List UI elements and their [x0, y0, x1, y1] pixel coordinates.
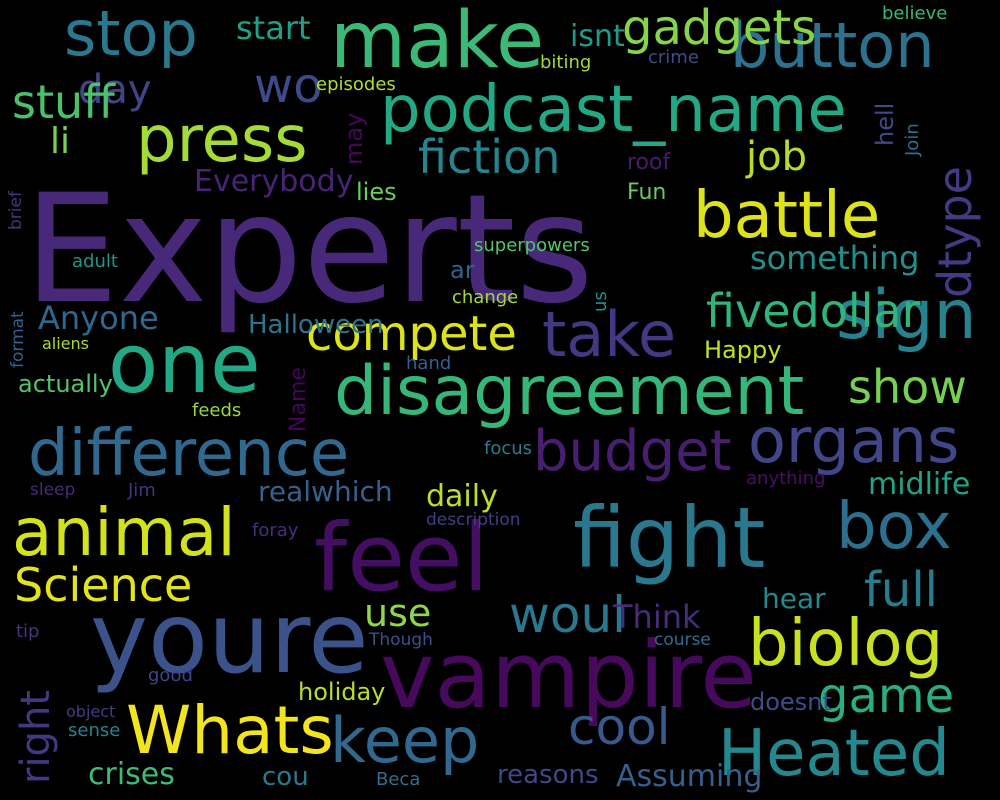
- word-one: one: [108, 317, 261, 412]
- word-start: holiday: [298, 678, 386, 706]
- word-sleep: foray: [252, 520, 299, 541]
- word-feeds: adult: [72, 251, 118, 272]
- word-aliens: believe: [882, 3, 948, 24]
- word-beca: Fun: [627, 180, 667, 205]
- word-show: fivedollar: [706, 284, 921, 338]
- word-make: make: [330, 0, 545, 86]
- word-anything: roof: [627, 150, 671, 175]
- word-adult: actually: [18, 370, 113, 398]
- word-actually: Happy: [704, 336, 782, 364]
- word-use: li: [50, 121, 71, 162]
- word-daily: right: [13, 690, 59, 784]
- word-cou: Halloween: [248, 310, 384, 340]
- word-full: game: [818, 668, 955, 724]
- word-keep: keep: [330, 704, 480, 777]
- word-lies: start: [236, 9, 311, 47]
- word-format: brief: [6, 191, 26, 230]
- word-compete: dtype: [928, 166, 982, 298]
- word-sense: aliens: [42, 334, 90, 353]
- word-join: format: [8, 311, 28, 368]
- word-li: wo: [254, 58, 323, 114]
- word-fiction: fiction: [418, 130, 561, 184]
- word-anyone: midlife: [868, 467, 971, 502]
- word-midlife: daily: [426, 479, 498, 514]
- word-holiday: reasons: [497, 760, 599, 790]
- word-crises: Think: [613, 598, 701, 636]
- word-dtype: Though: [369, 630, 433, 650]
- word-brief: Join: [902, 123, 923, 156]
- word-hell: description: [426, 510, 521, 530]
- word-tip: focus: [484, 438, 533, 459]
- word-gadgets: day: [78, 67, 152, 113]
- word-organs: organs: [748, 404, 960, 477]
- word-episodes: feeds: [192, 400, 242, 421]
- word-right: tip: [16, 621, 40, 642]
- word-podcast-name: podcast_name: [380, 73, 847, 147]
- word-ar: isnt: [570, 19, 625, 54]
- word-crime: Beca: [376, 769, 421, 790]
- word-description: hand: [406, 353, 452, 374]
- word-us: object: [66, 702, 116, 721]
- word-day: woul: [509, 586, 627, 644]
- word-think: use: [364, 591, 432, 635]
- word-realwhich: crises: [88, 757, 175, 792]
- word-budget: budget: [533, 419, 732, 484]
- word-isnt: hear: [762, 582, 826, 615]
- word-doesnt: cou: [262, 762, 309, 792]
- word-experts: Experts: [24, 163, 594, 337]
- word-sign: sign: [836, 276, 977, 355]
- word-game: cool: [568, 698, 671, 756]
- word-halloween: lies: [356, 178, 397, 206]
- word-good: Name: [286, 367, 311, 432]
- word-biting: anything: [746, 468, 826, 489]
- word-roof: hell: [871, 102, 899, 146]
- word-battle: battle: [693, 179, 881, 253]
- word-change: Jim: [128, 480, 156, 501]
- word-hear: Assuming: [616, 759, 763, 794]
- word-stop: stop: [64, 0, 198, 70]
- word-animal: animal: [12, 494, 236, 571]
- word-though: crime: [648, 47, 699, 68]
- word-difference: difference: [28, 417, 350, 491]
- word-hand: episodes: [316, 74, 396, 95]
- word-disagreement: disagreement: [334, 352, 805, 431]
- word-everybody: something: [750, 239, 920, 277]
- word-fivedollar: Science: [14, 558, 193, 612]
- word-focus: superpowers: [474, 235, 590, 256]
- word-may: sleep: [30, 480, 76, 500]
- word-fun: may: [340, 112, 368, 165]
- word-jim: doesnt: [750, 688, 832, 716]
- word-reasons: Anyone: [38, 299, 159, 337]
- word-stuff: job: [746, 134, 807, 180]
- word-take: take: [542, 298, 677, 371]
- word-wo: stuff: [12, 75, 115, 129]
- word-assuming: Everybody: [194, 164, 354, 199]
- word-heated: Heated: [718, 717, 950, 791]
- word-feel: feel: [314, 504, 489, 613]
- word-superpowers: good: [148, 665, 193, 686]
- word-course: biting: [540, 52, 592, 73]
- word-happy: ar: [450, 256, 475, 284]
- word-cool: show: [848, 360, 967, 414]
- word-biolog: biolog: [748, 607, 944, 681]
- word-science: compete: [306, 306, 517, 362]
- word-vampire: vampire: [380, 622, 757, 729]
- word-youre: youre: [90, 582, 369, 696]
- word-name: sense: [68, 720, 121, 741]
- word-box: box: [836, 490, 952, 564]
- word-press: press: [136, 103, 308, 177]
- word-something: realwhich: [258, 475, 393, 508]
- word-fight: fight: [573, 489, 766, 587]
- word-object: course: [654, 630, 711, 650]
- word-whats: Whats: [126, 692, 334, 769]
- word-button: button: [730, 9, 935, 82]
- word-foray: change: [452, 287, 519, 308]
- word-woul: full: [864, 562, 938, 618]
- word-believe: us: [590, 291, 611, 312]
- word-job: gadgets: [622, 0, 817, 56]
